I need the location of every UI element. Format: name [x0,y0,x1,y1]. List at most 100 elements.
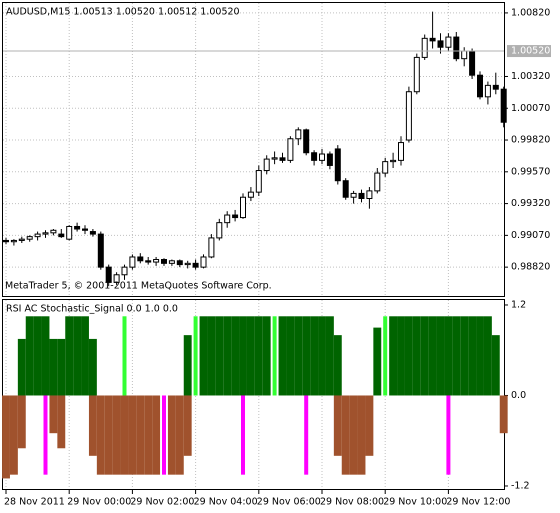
indicator-panel-frame [2,299,505,490]
histogram-bar [325,316,334,396]
y-tick-label: 0.0 [511,390,526,401]
candle-body [224,214,231,224]
histogram-bar [294,316,303,396]
candle-body [161,259,167,264]
histogram-bar [412,316,421,396]
y-tick-label: 1.00070 [511,103,550,114]
histogram-bar [333,335,342,396]
histogram-bar [49,395,58,434]
candle-body [145,260,152,263]
histogram-bar [499,395,508,434]
candle-body [97,233,104,268]
x-tick-label: 29 Nov 04:00 [194,497,258,508]
x-tick-label: 29 Nov 02:00 [130,497,194,508]
histogram-bar [436,316,445,396]
candle-body [176,260,183,266]
histogram-bar [81,316,89,396]
candle-body [461,50,468,60]
histogram-bar [175,395,184,475]
y-tick-label: 0.99320 [511,198,550,209]
panel-title: RSI AC Stochastic_Signal 0.0 1.0 0.0 [6,304,178,315]
histogram-bar [460,316,469,396]
y-tick-label: 1.2 [511,299,526,310]
x-tick-label: 29 Nov 00:00 [67,497,131,508]
histogram-bar [272,316,277,396]
candle-body [390,159,397,163]
candle-body [58,233,65,238]
candle-body [382,161,389,174]
candle-body [295,129,302,140]
histogram-bar [239,316,247,396]
x-tick-label: 29 Nov 12:00 [446,497,510,508]
histogram-bar [25,316,34,396]
histogram-bar [278,316,287,396]
y-tick-label: 0.99820 [511,135,550,146]
histogram-bar [231,316,240,396]
histogram-bar [88,338,97,396]
histogram-bar [246,316,255,396]
candle-body [26,236,33,240]
candle-body [358,192,365,200]
candle-body [129,256,136,268]
candle-body [192,262,199,268]
candle-body [500,88,507,123]
histogram-bar [65,316,74,396]
candle-body [374,172,381,192]
histogram-bar [33,316,42,396]
candle-body [342,180,349,198]
candle-body [153,259,160,263]
histogram-bar [120,395,129,475]
histogram-bar [310,316,319,396]
candle-body [421,37,428,58]
histogram-bar [162,395,166,475]
candle-body [263,158,270,172]
candle-body [216,222,223,239]
histogram-bar [428,316,437,396]
histogram-bar [357,395,366,475]
y-tick-label: -1.2 [511,480,530,491]
candle-body [492,84,499,90]
histogram-bar [207,316,216,396]
histogram-bar [73,316,82,396]
candle-body [184,262,191,266]
candle-body [484,84,491,98]
histogram-bar [397,316,405,396]
candle-body [66,225,73,240]
candle-body [405,91,412,141]
candle-body [319,153,325,161]
histogram-bar [136,395,145,475]
candle-body [82,228,88,231]
histogram-bar [167,395,176,475]
candle-body [200,256,207,268]
candle-body [279,157,286,161]
y-tick-label: 0.99070 [511,230,550,241]
candle-body [271,157,278,160]
histogram-bar [286,316,295,396]
histogram-bar [49,338,58,396]
histogram-bar [389,316,398,396]
histogram-bar [365,395,374,456]
candle-body [255,170,262,193]
candle-body [74,225,81,230]
candle-body [113,274,120,283]
histogram-bar [468,316,477,396]
candle-body [303,129,310,154]
candle-body [437,40,444,48]
last-price-label: 1.00520 [511,46,550,57]
histogram-bar [241,395,245,475]
y-tick-label: 1.00820 [511,7,550,18]
candle-body [413,56,420,93]
candle-body [326,153,333,166]
histogram-bar [57,338,66,396]
candle-body [445,36,452,48]
candle-body [232,214,239,219]
y-tick-label: 0.99570 [511,166,550,177]
histogram-bar [112,395,121,475]
histogram-bar [476,316,484,396]
panel-title: AUDUSD,M15 1.00513 1.00520 1.00512 1.005… [6,7,240,18]
histogram-bar [2,395,10,479]
candle-body [208,237,215,258]
histogram-bar [104,395,113,475]
y-tick-label: 1.00320 [511,71,550,82]
